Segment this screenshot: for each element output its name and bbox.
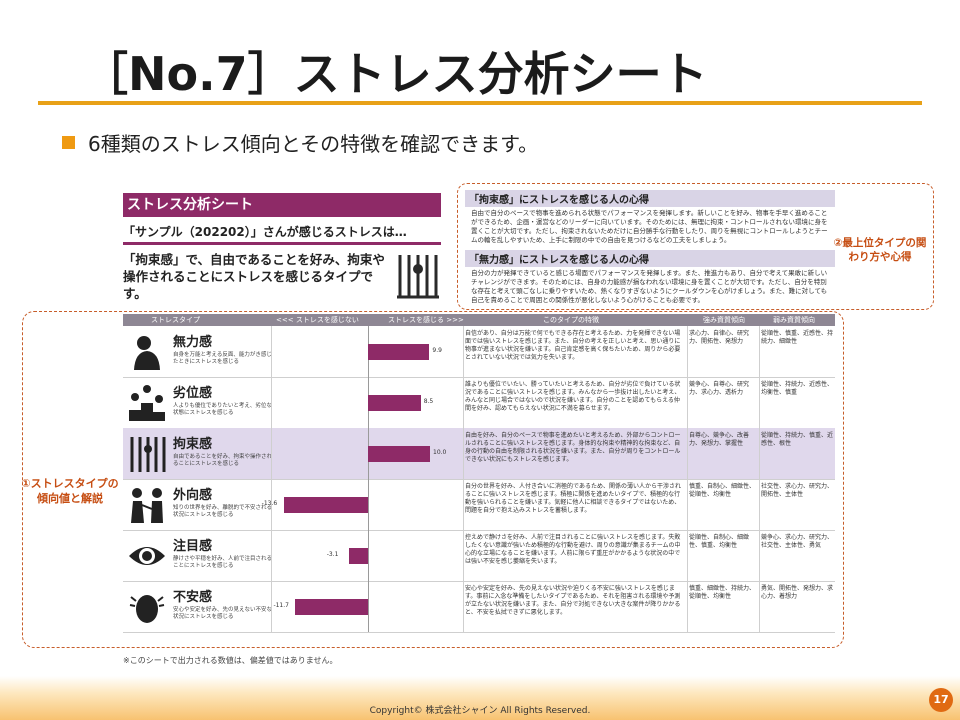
- row-note: 人よりも優位でありたいと考え、劣位な状態にストレスを感じる: [173, 403, 272, 416]
- cage-icon: [130, 437, 166, 472]
- bar-value-label: -11.7: [273, 602, 289, 609]
- row-name: 劣位感: [173, 386, 213, 401]
- sheet-description: 「拘束感」で、自由であることを好み、拘束や操作されることにストレスを感じるタイプ…: [123, 252, 385, 301]
- page-number: 17: [929, 688, 953, 712]
- bullet-text: 6種類のストレス傾向とその特徴を確認できます。: [88, 132, 539, 156]
- header-weak: 弱み資質傾向: [773, 316, 815, 324]
- header-feature: このタイプの特徴: [543, 316, 599, 324]
- chart-bar: [295, 599, 368, 615]
- row-weak: 從順性、持続力、慎重、近感性、根性: [761, 432, 834, 447]
- column-divider: [759, 326, 760, 632]
- row-strong: 競争心、自尊心、研究力、求心力、透析力: [689, 381, 750, 396]
- row-strong: 求心力、自律心、研究力、開拓性、発想力: [689, 330, 750, 345]
- row-note: 安心や安定を好み、先の見えない不安な状況にストレスを感じる: [173, 607, 273, 620]
- header-type: ストレスタイプ: [151, 316, 200, 324]
- table-row: 外向感 知りの世界を好み、離脱的で不安される状況にストレスを感じる -13.6 …: [123, 479, 835, 531]
- sitting-person-icon: [134, 336, 160, 370]
- row-name: 不安感: [173, 590, 213, 605]
- table-row: 無力感 自身を万能と考える反面、能力がき感じたときにストレスを感じる 9.9 自…: [123, 326, 835, 378]
- chart-bar: [368, 446, 430, 462]
- column-divider: [271, 326, 272, 632]
- hint-box: 「無力感」にストレスを感じる人の心得 自分の力が発揮できていると感じる場面でパフ…: [465, 250, 835, 307]
- row-note: 静けさや平穏を好み、人前で注目されることにストレスを感じる: [173, 556, 273, 569]
- row-name: 外向感: [173, 488, 213, 503]
- hint-box: 「拘束感」にストレスを感じる人の心得 自由で自分のペースで物事を進められる状態で…: [465, 190, 835, 247]
- cage-icon: [397, 255, 439, 299]
- row-weak: 從順性、慎重、近感性、持続力、細緻性: [761, 330, 834, 345]
- table-header: ストレスタイプ <<< ストレスを感じない ストレスを感じる >>> このタイプ…: [123, 314, 835, 326]
- table-row: 不安感 安心や安定を好み、先の見えない不安な状況にストレスを感じる -11.7 …: [123, 581, 835, 633]
- row-feature: 自分の世界を好み、人付き合いに消極的であるため、関係の薄い人から干渉されることに…: [465, 483, 681, 514]
- zero-axis: [368, 581, 369, 632]
- row-strong: 慎重、自制心、細緻性、從順性、均衡性: [689, 483, 756, 498]
- sheet-summary: ストレス分析シート 「サンプル（202202）」さんが感じるストレスは… 「拘束…: [123, 193, 441, 305]
- chart-bar: [368, 395, 421, 411]
- page-title: ［No.7］ストレス分析シート: [82, 47, 708, 101]
- hint-title: 「無力感」にストレスを感じる人の心得: [465, 250, 835, 267]
- row-feature: 自由を好み、自分のペースで物事を進めたいと考えるため、外部からコントロールされる…: [465, 432, 681, 463]
- bar-value-label: -3.1: [326, 551, 339, 558]
- zero-axis: [368, 530, 369, 581]
- table-row: 劣位感 人よりも優位でありたいと考え、劣位な状態にストレスを感じる 8.5 誰よ…: [123, 377, 835, 429]
- row-note: 知りの世界を好み、離脱的で不安される状況にストレスを感じる: [173, 505, 273, 518]
- bar-value-label: -13.6: [261, 500, 278, 507]
- footnote: ※このシートで出力される数値は、偏差値ではありません。: [123, 656, 338, 665]
- two-people-icon: [131, 488, 163, 523]
- row-strong: 自尊心、競争心、改善力、発想力、掌握性: [689, 432, 750, 447]
- row-feature: 控えめで静けさを好み、人前で注目されることに強いストレスを感じます。失敗したくな…: [465, 534, 681, 565]
- row-note: 自身を万能と考える反面、能力がき感じたときにストレスを感じる: [173, 352, 272, 365]
- row-weak: 競争心、求心力、研究力、社交性、主体性、勇気: [761, 534, 834, 549]
- column-divider: [687, 326, 688, 632]
- bar-value-label: 9.9: [432, 347, 442, 354]
- header-left: <<< ストレスを感じない: [276, 316, 359, 324]
- title-underline: [38, 101, 922, 105]
- header-right: ストレスを感じる >>>: [388, 316, 464, 324]
- table-row: 拘束感 自由であることを好み、拘束や操作されることにストレスを感じる 10.0 …: [123, 428, 835, 480]
- hint-body: 自由で自分のペースで物事を進められる状態でパフォーマンスを発揮します。新しいこと…: [471, 209, 828, 244]
- callout-frame-top: [457, 183, 934, 310]
- header-strong: 強み資質傾向: [703, 316, 745, 324]
- table-row: 注目感 静けさや平穏を好み、人前で注目されることにストレスを感じる -3.1 控…: [123, 530, 835, 582]
- column-divider: [463, 326, 464, 632]
- callout-label-left: ①ストレスタイプの傾向値と解説: [21, 477, 119, 505]
- callout-label-top: ②最上位タイプの関わり方や心得: [833, 237, 927, 263]
- stress-table: ストレスタイプ <<< ストレスを感じない ストレスを感じる >>> このタイプ…: [123, 314, 835, 638]
- row-strong: 慎重、細緻性、持続力、從順性、均衡性: [689, 585, 756, 600]
- chart-bar: [348, 548, 368, 564]
- chart-bar: [283, 497, 368, 513]
- row-name: 無力感: [173, 335, 213, 350]
- worried-face-icon: [129, 595, 165, 623]
- hint-title: 「拘束感」にストレスを感じる人の心得: [465, 190, 835, 207]
- row-weak: 社交性、求心力、研究力、開拓性、主体性: [761, 483, 834, 498]
- bar-value-label: 8.5: [423, 398, 434, 405]
- row-name: 注目感: [173, 539, 213, 554]
- bar-value-label: 10.0: [433, 449, 447, 456]
- row-strong: 從順性、自制心、細緻性、慎重、均衡性: [689, 534, 750, 549]
- footer-band: [0, 676, 960, 720]
- chart-bar: [368, 344, 430, 360]
- row-weak: 從順性、持続力、近感性、均衡性、慎重: [761, 381, 834, 396]
- row-feature: 誰よりも優位でいたい、勝っていたいと考えるため、自分が劣位で負けている状況である…: [465, 381, 681, 412]
- eye-icon: [129, 547, 165, 565]
- sheet-header: ストレス分析シート: [123, 193, 441, 217]
- zero-axis: [368, 479, 369, 530]
- row-name: 拘束感: [173, 437, 213, 452]
- copyright: Copyright© 株式会社シャイン All Rights Reserved.: [369, 706, 591, 716]
- podium-icon: [129, 385, 165, 421]
- row-feature: 自信があり、自分は万能で何でもできる存在と考えるため、力を発揮できない場面では強…: [465, 330, 681, 361]
- bullet-marker: [62, 136, 75, 149]
- row-note: 自由であることを好み、拘束や操作されることにストレスを感じる: [173, 454, 272, 467]
- sheet-subheading: 「サンプル（202202）」さんが感じるストレスは…: [123, 223, 441, 245]
- callout-frame-left: [22, 311, 844, 648]
- hint-body: 自分の力が発揮できていると感じる場面でパフォーマンスを発揮します。また、推進力も…: [471, 269, 828, 304]
- row-weak: 勇気、開拓性、発想力、求心力、着想力: [761, 585, 834, 600]
- row-feature: 安心や安定を好み、先の見えない状況や迫りくる不安に強いストレスを感じます。事前に…: [465, 585, 681, 616]
